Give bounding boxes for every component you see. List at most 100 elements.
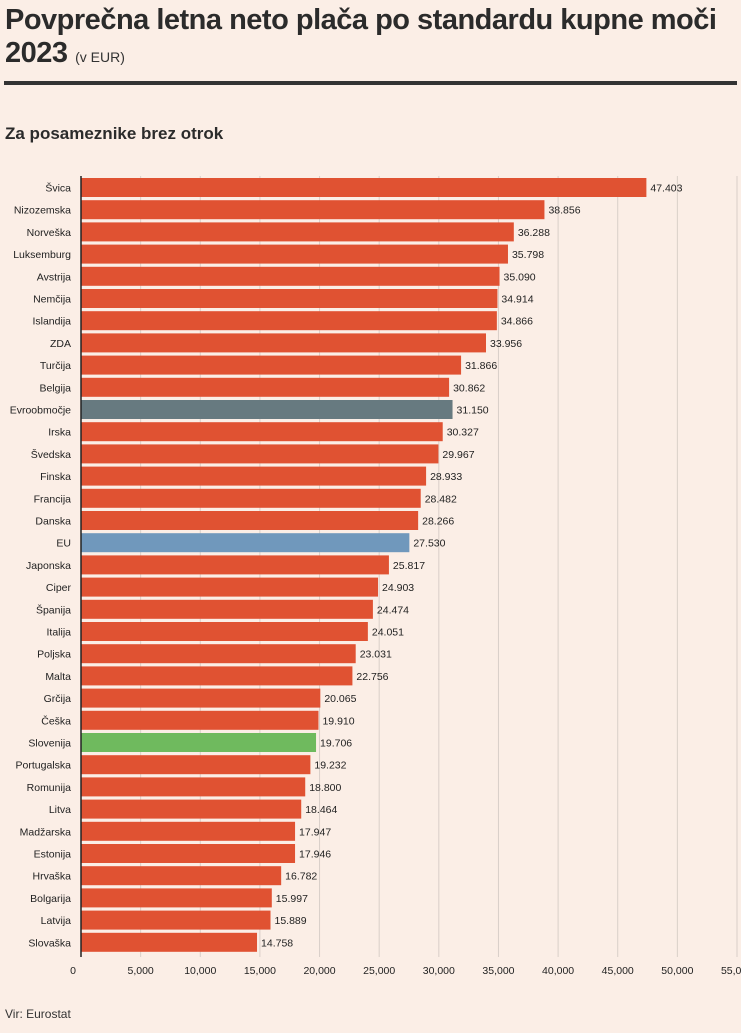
- category-label: Estonija: [34, 849, 72, 861]
- value-label: 35.090: [504, 271, 536, 283]
- x-tick-label: 15,000: [244, 965, 276, 977]
- x-tick-label: 20,000: [303, 965, 335, 977]
- category-label: Grčija: [44, 693, 72, 705]
- category-label: EU: [56, 538, 71, 550]
- category-label: ZDA: [50, 338, 71, 350]
- value-label: 23.031: [360, 649, 392, 661]
- value-label: 15.997: [276, 893, 308, 905]
- x-tick-label: 40,000: [542, 965, 574, 977]
- value-label: 24.051: [372, 627, 404, 639]
- bar: [81, 377, 450, 397]
- value-label: 47.403: [650, 183, 682, 195]
- value-label: 24.474: [377, 604, 409, 616]
- bars: [81, 178, 647, 952]
- bar: [81, 178, 647, 197]
- bar: [81, 444, 439, 464]
- title-divider: [4, 81, 737, 85]
- category-label: Finska: [40, 471, 71, 483]
- bar: [81, 932, 258, 952]
- value-label: 15.889: [275, 915, 307, 927]
- bar: [81, 289, 498, 308]
- value-label: 28.266: [422, 516, 454, 528]
- x-tick-label: 45,000: [602, 965, 634, 977]
- category-label: Evroobmočje: [10, 405, 71, 417]
- chart-subtitle: Za posameznike brez otrok: [5, 124, 224, 143]
- category-label: Slovenija: [28, 738, 71, 750]
- bar: [81, 777, 306, 797]
- chart-unit: (v EUR): [75, 49, 125, 65]
- bar: [81, 222, 514, 242]
- category-label: Turčija: [40, 360, 71, 372]
- bar: [81, 488, 421, 508]
- source-note: Vir: Eurostat: [5, 1007, 71, 1021]
- bar: [81, 644, 356, 664]
- value-label: 27.530: [413, 538, 445, 550]
- x-tick-label: 25,000: [363, 965, 395, 977]
- value-label: 19.232: [314, 760, 346, 772]
- category-label: Malta: [45, 671, 71, 683]
- bar: [81, 311, 497, 331]
- x-tick-label: 35,000: [482, 965, 514, 977]
- value-labels: 47.403 38.856 36.288 35.798 35.090 34.914 34.8…: [261, 183, 683, 950]
- category-label: Bolgarija: [30, 893, 71, 905]
- bar: [81, 400, 453, 419]
- category-label: Litva: [49, 804, 71, 816]
- value-label: 19.706: [320, 738, 352, 750]
- value-label: 19.910: [322, 715, 354, 727]
- bar: [81, 244, 508, 264]
- value-label: 17.946: [299, 849, 331, 861]
- value-label: 14.758: [261, 937, 293, 949]
- category-label: Avstrija: [37, 271, 71, 283]
- category-label: Španija: [36, 603, 71, 616]
- category-label: Češka: [41, 714, 71, 727]
- chart-title: Povprečna letna neto plača po standardu …: [5, 4, 735, 74]
- bar: [81, 511, 419, 530]
- category-label: Italija: [46, 627, 71, 639]
- category-label: Madžarska: [20, 826, 72, 838]
- category-label: Danska: [35, 516, 71, 528]
- bar: [81, 688, 321, 708]
- value-label: 18.464: [305, 804, 337, 816]
- bar: [81, 710, 319, 730]
- value-label: 25.817: [393, 560, 425, 572]
- value-label: 18.800: [309, 782, 341, 794]
- x-tick-label: 55,000: [721, 965, 741, 977]
- bar: [81, 200, 545, 220]
- value-label: 28.482: [425, 493, 457, 505]
- category-label: Latvija: [41, 915, 72, 927]
- bar: [81, 422, 443, 442]
- category-label: Norveška: [27, 227, 72, 239]
- bar: [81, 755, 311, 775]
- value-label: 31.150: [457, 405, 489, 417]
- value-label: 35.798: [512, 249, 544, 261]
- category-label: Slovaška: [28, 937, 71, 949]
- value-label: 34.914: [501, 294, 533, 306]
- value-label: 33.956: [490, 338, 522, 350]
- category-label: Belgija: [39, 382, 71, 394]
- category-label: Nizozemska: [14, 205, 71, 217]
- bar-chart: Švica Nizozemska Norveška Luksemburg Avstrij…: [10, 176, 741, 977]
- category-label: Nemčija: [33, 294, 71, 306]
- category-label: Švedska: [31, 448, 71, 461]
- value-label: 20.065: [324, 693, 356, 705]
- bar: [81, 533, 410, 553]
- bar: [81, 555, 389, 575]
- bar: [81, 866, 282, 886]
- category-label: Romunija: [27, 782, 72, 794]
- bar: [81, 599, 373, 619]
- bar: [81, 799, 302, 819]
- value-label: 29.967: [442, 449, 474, 461]
- category-label: Hrvaška: [32, 871, 71, 883]
- category-label: Luksemburg: [13, 249, 71, 261]
- category-label: Irska: [48, 427, 71, 439]
- bar: [81, 622, 368, 641]
- bar: [81, 666, 353, 686]
- value-label: 30.327: [447, 427, 479, 439]
- chart-title-text: Povprečna letna neto plača po standardu …: [5, 4, 717, 69]
- value-label: 34.866: [501, 316, 533, 328]
- category-labels: Švica Nizozemska Norveška Luksemburg Avstrij…: [10, 182, 72, 950]
- x-tick-label: 0: [70, 965, 76, 977]
- bar: [81, 466, 427, 486]
- bar: [81, 266, 500, 286]
- category-label: Francija: [34, 493, 72, 505]
